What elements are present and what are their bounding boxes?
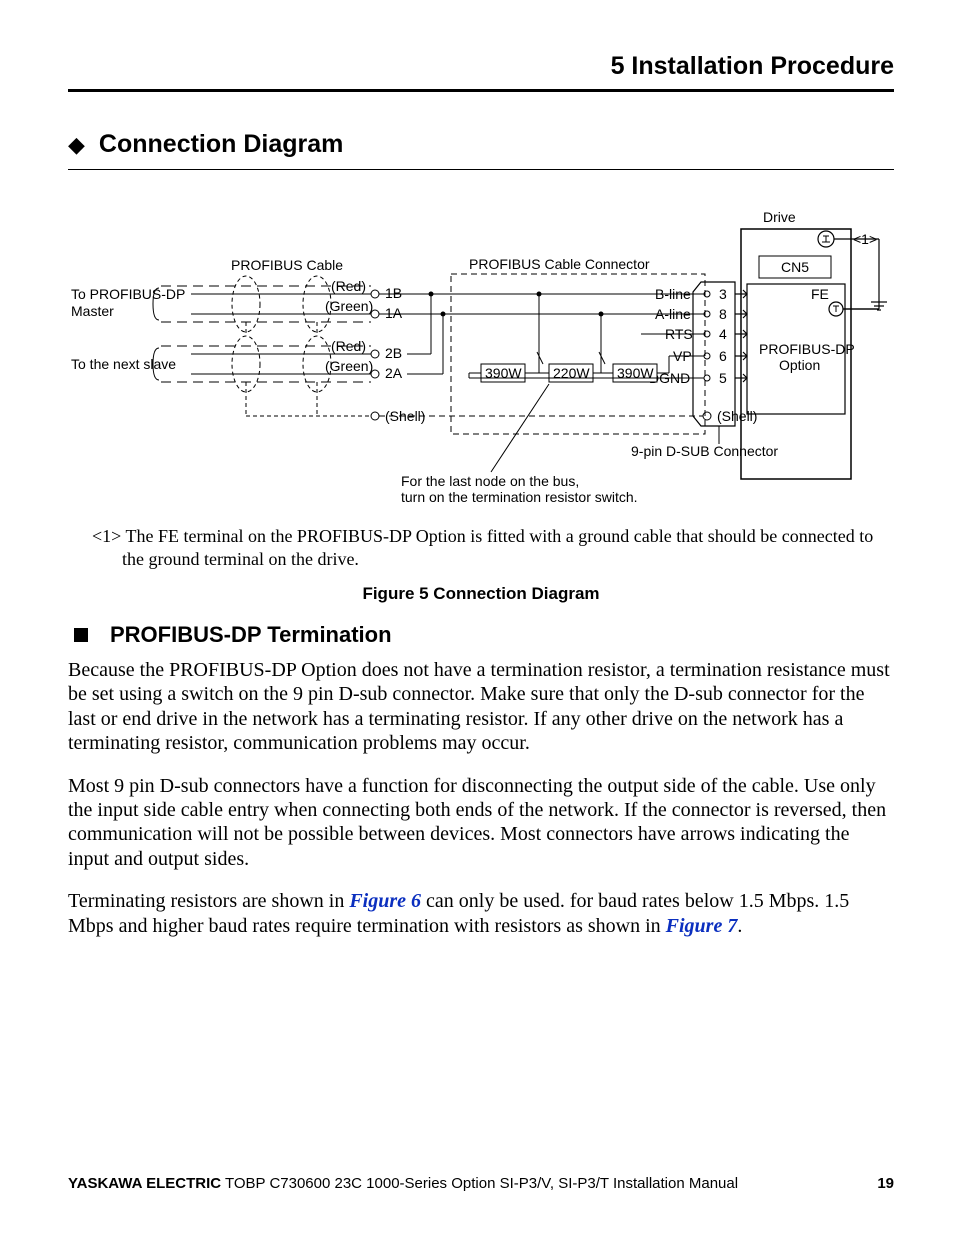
a1: 1A <box>385 305 403 321</box>
opt-label-1: PROFIBUS-DP <box>759 341 855 357</box>
pin5: 5 <box>719 370 727 386</box>
red1: (Red) <box>331 278 366 294</box>
figure-6-link[interactable]: Figure 6 <box>349 890 421 912</box>
connection-diagram: Drive <1> CN5 FE PROFIBUS-DP Option <box>71 194 891 519</box>
pin8: 8 <box>719 306 727 322</box>
shell-right: (Shell) <box>717 408 757 424</box>
footer-manual: YASKAWA ELECTRIC TOBP C730600 23C 1000-S… <box>68 1175 738 1192</box>
r2: 220W <box>553 365 590 381</box>
para3-c: . <box>737 915 742 937</box>
to-master-1: To PROFIBUS-DP <box>71 286 185 302</box>
b1: 1B <box>385 285 402 301</box>
footer-manual-name: TOBP C730600 23C 1000-Series Option SI-P… <box>221 1175 738 1192</box>
drive-label: Drive <box>763 209 796 225</box>
square-bullet-icon <box>74 628 88 642</box>
paragraph-3: Terminating resistors are shown in Figur… <box>68 889 894 938</box>
cable-label: PROFIBUS Cable <box>231 257 343 273</box>
pin6: 6 <box>719 348 727 364</box>
subsection-heading: PROFIBUS-DP Termination <box>68 622 894 648</box>
footer-vendor: YASKAWA ELECTRIC <box>68 1175 221 1192</box>
fe-label: FE <box>811 286 829 302</box>
subsection-title: PROFIBUS-DP Termination <box>110 622 392 648</box>
to-master-2: Master <box>71 303 114 319</box>
chapter-header: 5 Installation Procedure <box>68 52 894 92</box>
figure-7-link[interactable]: Figure 7 <box>666 915 738 937</box>
a2: 2A <box>385 365 403 381</box>
term-note-2: turn on the termination resistor switch. <box>401 489 638 505</box>
pin4: 4 <box>719 326 727 342</box>
b2: 2B <box>385 345 402 361</box>
to-next: To the next slave <box>71 356 176 372</box>
paragraph-1: Because the PROFIBUS-DP Option does not … <box>68 658 894 756</box>
dsub-label: 9-pin D-SUB Connector <box>631 443 778 459</box>
footnote-1: <1> The FE terminal on the PROFIBUS-DP O… <box>68 525 894 570</box>
diamond-bullet-icon: ◆ <box>68 134 85 156</box>
page-footer: YASKAWA ELECTRIC TOBP C730600 23C 1000-S… <box>68 1175 894 1192</box>
connector-title: PROFIBUS Cable Connector <box>469 256 650 272</box>
r3: 390W <box>617 365 654 381</box>
green1: (Green) <box>325 298 373 314</box>
opt-label-2: Option <box>779 357 820 373</box>
green2: (Green) <box>325 358 373 374</box>
paragraph-2: Most 9 pin D-sub connectors have a funct… <box>68 774 894 872</box>
section-heading: ◆ Connection Diagram <box>68 130 894 170</box>
section-title: Connection Diagram <box>99 130 343 159</box>
term-note-1: For the last node on the bus, <box>401 473 579 489</box>
footer-page-number: 19 <box>877 1175 894 1192</box>
figure-caption: Figure 5 Connection Diagram <box>68 584 894 604</box>
pin3: 3 <box>719 286 727 302</box>
cn5-label: CN5 <box>781 259 809 275</box>
para3-a: Terminating resistors are shown in <box>68 890 349 912</box>
red2: (Red) <box>331 338 366 354</box>
r1: 390W <box>485 365 522 381</box>
